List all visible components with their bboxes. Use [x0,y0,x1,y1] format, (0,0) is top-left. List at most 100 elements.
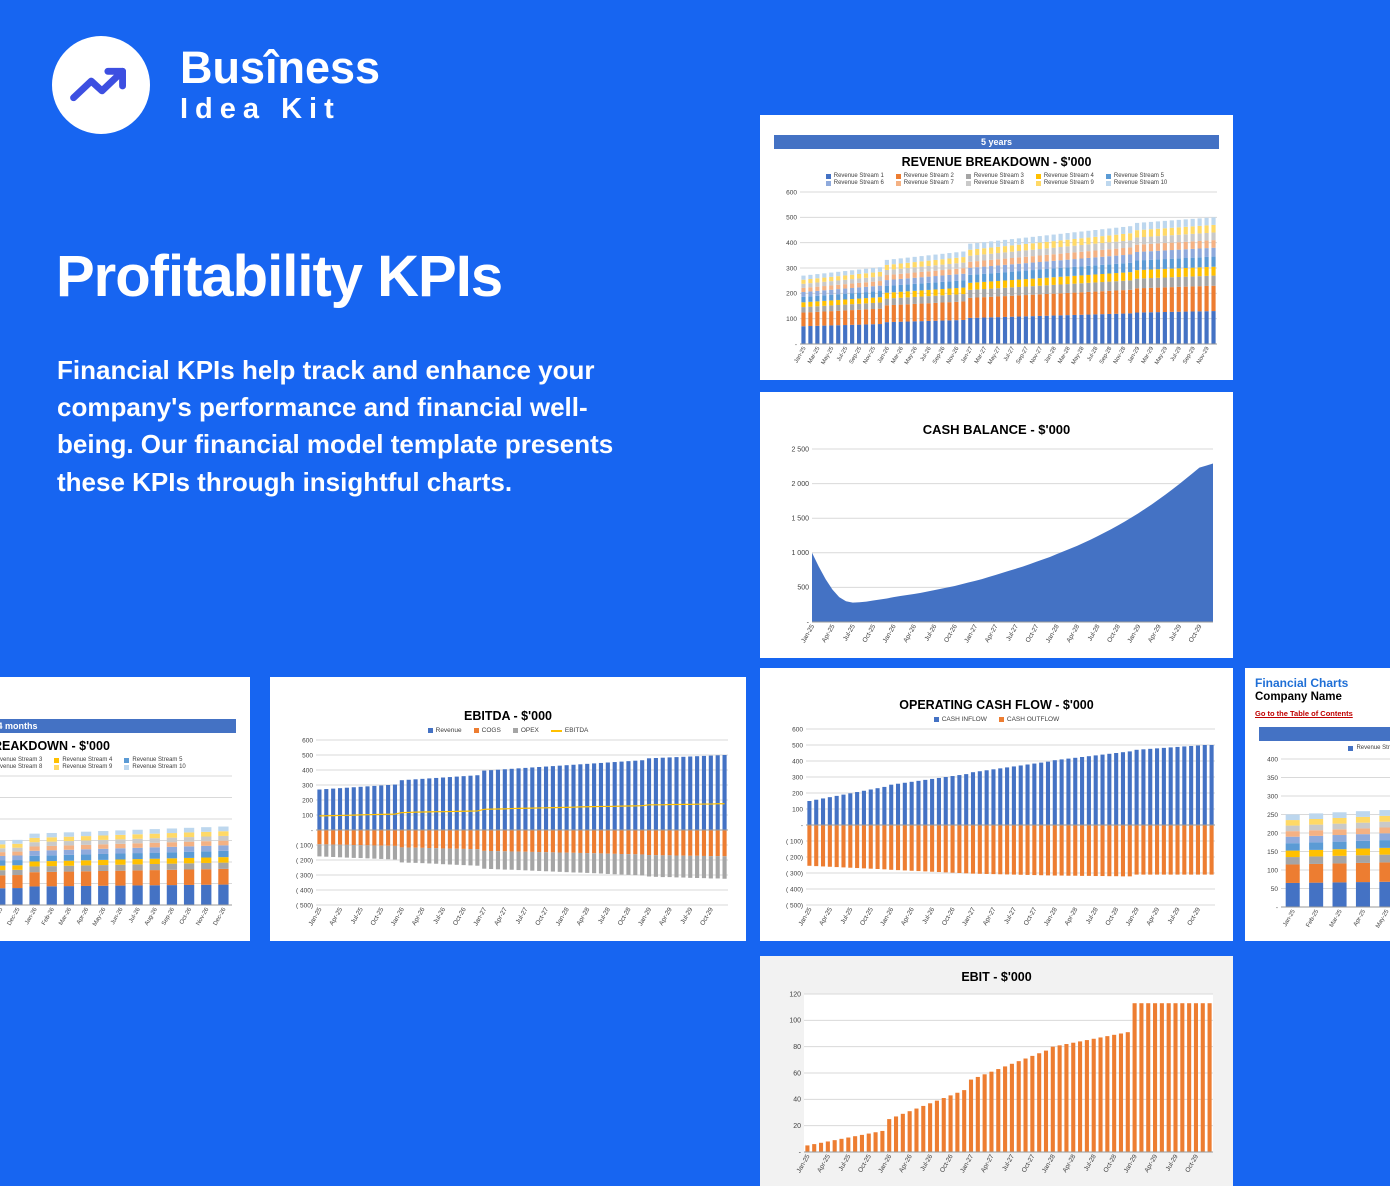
svg-text:300: 300 [792,774,803,781]
svg-text:100: 100 [302,812,313,819]
chart-title: REVENUE BREAKDOWN - $'000 [0,739,110,753]
svg-text:Nov-26: Nov-26 [196,906,211,926]
svg-text:400: 400 [1267,756,1278,763]
svg-text:Jul-29: Jul-29 [1168,623,1183,642]
revenue-breakdown-5y-card: 5 years REVENUE BREAKDOWN - $'000 Revenu… [760,115,1233,380]
svg-text:Jan-27: Jan-27 [472,906,488,927]
svg-text:Jan-26: Jan-26 [877,1153,893,1174]
legend-marker-icon [895,173,901,179]
legend-marker-icon [473,728,479,733]
legend-item: Revenue Stream 5 [124,757,185,763]
svg-text:( 300): ( 300) [296,872,313,879]
svg-text:Apr-26: Apr-26 [76,906,91,925]
svg-text:Jul-27: Jul-27 [515,906,530,925]
revenue-breakdown-24m-chart: 600500400300200100-Jan-25Feb-25Mar-25Apr… [0,772,240,935]
cash-balance-card: CASH BALANCE - $'000 2 500 2 000 1 500 1 00… [760,392,1233,658]
svg-text:Jul-29: Jul-29 [1170,346,1183,363]
svg-text:Jul-25: Jul-25 [836,346,849,363]
ebitda-chart: 600 500 400 300 200 100 - ( 100) ( 200) ( 300) ( 4… [280,736,736,935]
period-badge: 5 years [774,135,1219,149]
svg-text:Jul-29: Jul-29 [679,906,694,925]
svg-text:Sep-25: Sep-25 [849,346,864,365]
svg-text:Oct-25: Oct-25 [370,906,386,927]
svg-text:-: - [311,827,313,834]
chart-title: CASH BALANCE - $'000 [922,422,1071,437]
svg-text:2 500: 2 500 [791,446,809,453]
svg-text:Sep-28: Sep-28 [1099,346,1114,365]
svg-text:( 100): ( 100) [786,838,803,845]
svg-text:Jan-25: Jan-25 [794,346,808,364]
svg-text:Jan-25: Jan-25 [796,1153,812,1174]
chart-title: EBITDA - $'000 [464,709,552,723]
svg-text:-: - [801,822,803,829]
legend-item: Revenue Stream 4 [54,757,112,763]
svg-text:Jan-29: Jan-29 [1123,1153,1139,1174]
svg-text:Jan-26: Jan-26 [879,906,895,927]
legend-item: Revenue Stream 3 [965,173,1024,179]
svg-text:Jul-27: Jul-27 [1003,346,1016,363]
svg-text:Mar-28: Mar-28 [1057,346,1071,365]
svg-text:500: 500 [792,742,803,749]
svg-text:Oct-29: Oct-29 [699,906,715,927]
svg-text:Apr-28: Apr-28 [1065,623,1081,644]
legend-marker-icon [512,728,518,733]
legend-marker-icon [1105,173,1111,179]
svg-text:Oct-26: Oct-26 [943,623,959,644]
svg-text:120: 120 [789,991,801,998]
legend-marker-icon [550,729,562,732]
svg-text:Mar-25: Mar-25 [1329,908,1344,928]
svg-text:Jul-27: Jul-27 [1001,1153,1016,1172]
svg-text:400: 400 [792,758,803,765]
svg-text:Apr-26: Apr-26 [902,623,918,644]
legend-item: COGS [473,727,501,734]
svg-text:Jan-27: Jan-27 [959,1153,975,1174]
legend-marker-icon [998,717,1004,722]
legend-item: Revenue Stream 8 [965,180,1024,186]
svg-text:60: 60 [793,1070,801,1077]
chart-title: EBIT - $'000 [961,970,1032,984]
svg-text:Oct-29: Oct-29 [1186,906,1202,927]
legend-marker-icon [124,764,130,770]
svg-text:Oct-26: Oct-26 [941,906,957,927]
legend-marker-icon [825,173,831,179]
svg-text:Nov-29: Nov-29 [1196,346,1211,365]
legend-item: CASH INFLOW [933,716,987,723]
svg-text:150: 150 [1267,849,1278,856]
svg-text:Dec-26: Dec-26 [213,906,228,926]
legend-marker-icon [1035,180,1041,186]
svg-text:200: 200 [1267,830,1278,837]
legend-marker-icon [933,717,939,722]
svg-text:Jul-28: Jul-28 [1086,346,1099,363]
svg-text:300: 300 [786,265,797,272]
svg-text:Apr-27: Apr-27 [980,1153,996,1174]
svg-text:Oct-29: Oct-29 [1188,623,1204,644]
svg-text:500: 500 [786,215,797,222]
svg-text:Aug-26: Aug-26 [144,906,159,926]
svg-text:Sep-26: Sep-26 [932,346,947,365]
legend-marker-icon [54,757,60,763]
svg-text:Jan-27: Jan-27 [960,346,974,364]
svg-text:600: 600 [302,737,313,744]
svg-text:( 400): ( 400) [296,887,313,894]
legend-item: Revenue Stream 9 [54,764,112,770]
svg-text:Jul-25: Jul-25 [840,906,855,925]
svg-text:100: 100 [789,1018,801,1025]
legend-item: OPEX [512,727,539,734]
svg-text:Jul-26: Jul-26 [128,906,142,924]
legend-item: Revenue Stream 10 [124,764,186,770]
svg-text:Jul-27: Jul-27 [1003,906,1018,925]
legend-marker-icon [825,180,831,186]
svg-text:Jul-28: Jul-28 [1085,906,1100,925]
svg-text:Oct-29: Oct-29 [1184,1153,1200,1174]
svg-text:( 200): ( 200) [786,854,803,861]
svg-text:-: - [1276,904,1278,911]
svg-text:Jul-26: Jul-26 [919,1153,934,1172]
trend-arrow-icon [52,36,150,134]
legend-item: CASH OUTFLOW [998,716,1059,723]
svg-text:Oct-25: Oct-25 [857,1153,873,1174]
table-of-contents-link[interactable]: Go to the Table of Contents [1255,709,1353,718]
svg-text:Jan-29: Jan-29 [1127,346,1141,364]
svg-text:300: 300 [302,782,313,789]
